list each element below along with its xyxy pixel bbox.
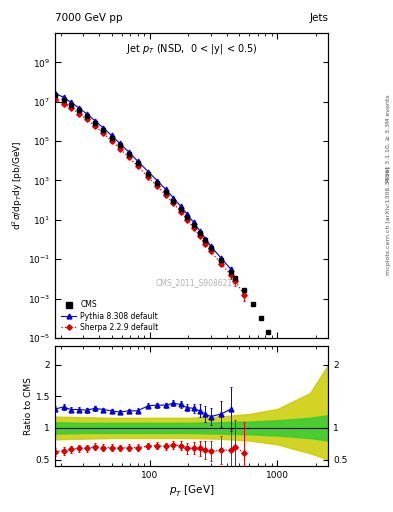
Text: Rivet 3.1.10, ≥ 3.3M events: Rivet 3.1.10, ≥ 3.3M events: [386, 94, 391, 182]
Text: Jets: Jets: [309, 13, 328, 23]
X-axis label: $p_T^{}$ [GeV]: $p_T^{}$ [GeV]: [169, 482, 214, 498]
Text: Jet $p_T$ (NSD,  0 < |y| < 0.5): Jet $p_T$ (NSD, 0 < |y| < 0.5): [126, 42, 257, 56]
Y-axis label: Ratio to CMS: Ratio to CMS: [24, 377, 33, 435]
Text: 7000 GeV pp: 7000 GeV pp: [55, 13, 123, 23]
Y-axis label: d$^2\sigma$/dp$_T$dy [pb/GeV]: d$^2\sigma$/dp$_T$dy [pb/GeV]: [11, 141, 25, 230]
Legend: CMS, Pythia 8.308 default, Sherpa 2.2.9 default: CMS, Pythia 8.308 default, Sherpa 2.2.9 …: [59, 298, 161, 334]
Text: mcplots.cern.ch [arXiv:1306.3436]: mcplots.cern.ch [arXiv:1306.3436]: [386, 166, 391, 274]
Text: CMS_2011_S9086218: CMS_2011_S9086218: [156, 279, 238, 288]
